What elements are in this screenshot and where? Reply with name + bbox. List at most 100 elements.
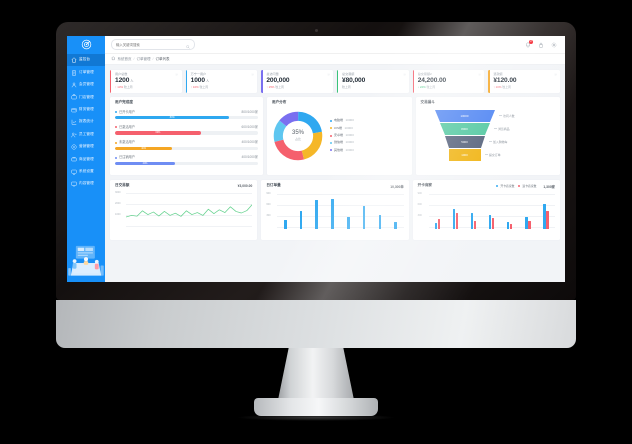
bar[interactable]: [525, 216, 528, 229]
stat-card[interactable]: 万宁一用户 1000人 ↑ 10% 较上周: [185, 69, 258, 93]
sidebar-item-8[interactable]: 商品管理: [67, 153, 105, 165]
legend-item[interactable]: 安卓端 10000: [330, 134, 354, 137]
search-box[interactable]: [111, 39, 195, 50]
funnel-stage[interactable]: 1000 提交订单: [448, 148, 501, 161]
stat-settings-icon[interactable]: [402, 72, 406, 76]
sidebar-item-6[interactable]: 员工管理: [67, 128, 105, 140]
bar-group: [471, 193, 477, 229]
legend-item[interactable]: iOS端 10000: [330, 125, 354, 130]
breadcrumb-item-0[interactable]: 系统首页: [117, 56, 132, 61]
legend-label: iOS端: [334, 125, 343, 130]
bar[interactable]: [331, 199, 334, 229]
funnel-side-label: 浏览商品: [493, 126, 510, 131]
home-icon: [111, 56, 116, 62]
funnel-value: 10000: [460, 113, 469, 118]
funnel-stage[interactable]: 8000 浏览商品: [439, 122, 510, 135]
bar[interactable]: [435, 223, 438, 229]
bar[interactable]: [474, 221, 477, 229]
funnel-stage[interactable]: 5000 加入购物车: [444, 135, 507, 148]
bar[interactable]: [489, 215, 492, 229]
charts-row-bottom: 日交易额 ¥3,000.00 3000 2000 1000: [110, 179, 560, 240]
stat-settings-icon[interactable]: [327, 72, 330, 76]
sidebar-item-1[interactable]: 订单管理: [67, 66, 105, 78]
brand-logo[interactable]: [67, 36, 105, 53]
stat-settings-icon[interactable]: [478, 72, 482, 76]
sidebar-item-4[interactable]: 财务管理: [67, 104, 105, 116]
sidebar-item-5[interactable]: 报表统计: [67, 116, 105, 128]
progress-value: 400/1000家: [241, 155, 258, 160]
legend-item[interactable]: 退卡商家数: [518, 184, 536, 188]
sidebar-item-0[interactable]: 监控台: [67, 54, 105, 67]
bar[interactable]: [438, 219, 441, 229]
bar-chart: 900 600 300: [266, 191, 404, 229]
sidebar-item-10[interactable]: 内容管理: [67, 178, 105, 190]
bar[interactable]: [471, 213, 474, 229]
search-input[interactable]: [116, 42, 183, 47]
sidebar-item-9[interactable]: 系统设置: [67, 166, 105, 178]
y-tick: 300: [417, 213, 422, 217]
top-bar: 2: [105, 36, 565, 54]
gear-icon[interactable]: [551, 42, 557, 48]
stat-card[interactable]: 退款额 ¥120.00 ↑ 10% 较上周: [488, 69, 561, 93]
y-axis: 900 600 300: [417, 192, 428, 229]
y-tick: 900: [266, 191, 271, 195]
bar[interactable]: [283, 220, 287, 229]
staff-icon: [71, 132, 77, 138]
sidebar-item-2[interactable]: 会员管理: [67, 79, 105, 91]
bar[interactable]: [315, 199, 319, 229]
webcam-dot: [314, 29, 318, 32]
bar-group: [525, 193, 531, 229]
bar[interactable]: [546, 210, 549, 229]
bar[interactable]: [528, 221, 531, 229]
stat-value: 1000人: [190, 76, 210, 84]
bar[interactable]: [299, 211, 303, 229]
funnel-value: 5000: [461, 139, 468, 144]
bell-icon[interactable]: 2: [525, 39, 533, 48]
bar[interactable]: [492, 218, 495, 229]
bar-group: [489, 193, 495, 229]
breadcrumb-item-1[interactable]: 订单管理: [136, 56, 151, 61]
stat-value: 200,000: [266, 76, 290, 84]
stat-settings-icon[interactable]: [175, 72, 179, 76]
bar[interactable]: [510, 223, 513, 229]
bar[interactable]: [543, 203, 546, 229]
legend-item[interactable]: 电脑端 10000: [330, 119, 354, 122]
legend-item[interactable]: 微信端 10000: [330, 141, 354, 144]
legend-dot: [518, 184, 521, 187]
lock-icon[interactable]: [538, 42, 544, 48]
panel-title: 用户分布: [272, 100, 287, 104]
sidebar-item-3[interactable]: 门店管理: [67, 91, 105, 103]
legend-item[interactable]: 开卡商家数: [496, 184, 514, 188]
funnel-stage[interactable]: 10000 访问人数: [434, 109, 515, 122]
stat-settings-icon[interactable]: [554, 72, 557, 76]
y-tick: 3000: [115, 190, 121, 194]
bar[interactable]: [453, 209, 456, 229]
stat-label: 退款额: [493, 71, 503, 76]
bar[interactable]: [378, 215, 382, 229]
legend-dot: [115, 156, 117, 159]
sidebar-item-label: 财务管理: [79, 106, 94, 111]
panel-title: 用户完成度: [115, 100, 133, 104]
progress-row: 已注销用户 400/1000家 40%: [115, 155, 258, 165]
sidebar-item-7[interactable]: 营销管理: [67, 141, 105, 153]
bar[interactable]: [394, 222, 397, 229]
box-icon: [71, 156, 77, 162]
sidebar-item-label: 员工管理: [79, 131, 94, 136]
stat-card[interactable]: 用户总数 1200人 ↑ 13% 较上周: [110, 69, 182, 93]
funnel-panel: 交易漏斗 10000 访问人数: [415, 97, 560, 175]
progress-head: 已激活用户 600/1000家: [115, 125, 258, 129]
sidebar: 监控台 订单管理 会员管理 门店管理: [67, 36, 105, 282]
bar[interactable]: [456, 212, 459, 229]
sidebar-item-label: 报表统计: [79, 119, 94, 124]
bar[interactable]: [362, 206, 366, 229]
bar[interactable]: [347, 216, 350, 229]
stat-card[interactable]: 总访问量 200,000 ↑ 15% 较上周: [261, 69, 334, 93]
bar[interactable]: [507, 222, 510, 229]
stat-settings-icon[interactable]: [251, 72, 255, 76]
stat-card[interactable]: 总交易额 ¥80,000 较上周: [337, 69, 409, 93]
legend-item[interactable]: 其他端 10000: [330, 148, 354, 152]
progress-label: 已开卡用户: [119, 109, 135, 114]
daily-sales-panel: 日交易额 ¥3,000.00 3000 2000 1000: [110, 179, 258, 240]
y-tick: 1000: [115, 212, 121, 216]
stat-card[interactable]: 总交易额2 24,200.00 ↓ 22% 较上周: [412, 69, 485, 93]
